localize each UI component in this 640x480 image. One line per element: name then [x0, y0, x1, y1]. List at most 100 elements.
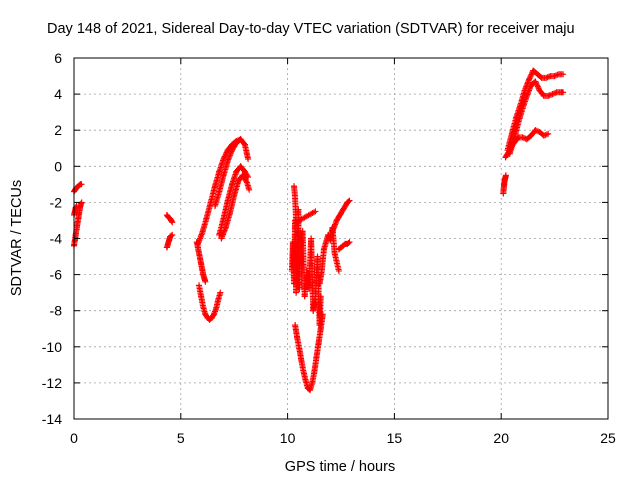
data-point: [333, 217, 340, 224]
y-tick-label: -12: [42, 375, 62, 391]
y-tick-label: 2: [54, 122, 62, 138]
data-point: [200, 271, 207, 278]
data-point: [523, 92, 530, 99]
data-point: [202, 311, 209, 318]
series-arc-20h: [500, 172, 509, 197]
data-point: [335, 213, 342, 220]
data-point: [536, 87, 543, 94]
data-point: [296, 345, 303, 352]
data-point: [316, 280, 323, 287]
data-point: [346, 197, 353, 204]
data-point: [244, 179, 250, 186]
data-point: [222, 224, 229, 231]
y-tick-label: -10: [42, 339, 62, 355]
data-point: [515, 120, 522, 126]
series-arc-11h-deep: [292, 311, 326, 394]
data-point: [73, 203, 80, 209]
data-point: [224, 197, 231, 204]
data-point: [534, 71, 541, 78]
data-point: [246, 186, 253, 193]
data-point: [500, 190, 507, 197]
data-point: [224, 157, 231, 164]
series-arc-4.5h-b: [163, 231, 176, 251]
data-point: [560, 89, 567, 96]
data-point: [292, 194, 299, 200]
y-tick-label: -4: [50, 231, 63, 247]
data-point: [320, 246, 327, 253]
data-point: [502, 172, 509, 179]
data-point: [331, 249, 338, 256]
data-point: [299, 228, 306, 235]
data-segment: [298, 358, 307, 374]
data-point: [196, 249, 202, 256]
data-point: [163, 244, 170, 251]
data-point: [292, 322, 299, 329]
data-point: [329, 228, 336, 235]
data-point: [325, 231, 332, 238]
data-point: [300, 369, 307, 376]
series-arc-21h-low: [502, 127, 552, 161]
data-point: [202, 278, 209, 285]
data-point: [523, 136, 530, 143]
data-point: [314, 253, 321, 260]
data-point: [502, 154, 509, 161]
data-point: [233, 139, 240, 146]
series-arc-7h-lower: [218, 172, 253, 242]
data-point: [342, 203, 349, 209]
series-arc-11.7h: [316, 224, 342, 287]
series-arc-12.8h: [335, 239, 353, 253]
data-point: [530, 67, 537, 74]
data-point: [309, 379, 316, 386]
data-point: [340, 206, 347, 213]
data-point: [226, 210, 233, 217]
data-point: [215, 296, 222, 303]
data-point: [536, 129, 543, 135]
data-point: [237, 163, 244, 170]
data-point: [318, 268, 325, 274]
data-segment: [196, 282, 204, 298]
x-tick-label: 25: [600, 430, 616, 446]
chart-title: Day 148 of 2021, Sidereal Day-to-day VTE…: [47, 21, 575, 37]
data-point: [166, 237, 173, 244]
series-arc-4.5h-a: [163, 212, 176, 226]
data-point: [549, 91, 556, 98]
data-point: [545, 130, 552, 137]
y-tick-label: -2: [50, 194, 63, 210]
data-point: [213, 305, 219, 312]
data-point: [296, 286, 303, 292]
y-tick-label: 0: [54, 158, 62, 174]
data-segment: [198, 293, 206, 309]
data-point: [289, 239, 296, 246]
data-point: [229, 181, 236, 188]
data-point: [560, 71, 567, 78]
data-point: [519, 105, 526, 112]
data-point: [312, 295, 319, 302]
data-point: [519, 134, 526, 141]
series-arc-12.5h: [329, 197, 353, 235]
data-point: [197, 255, 203, 262]
data-point: [168, 232, 175, 239]
y-axis-label: SDTVAR / TECUs: [9, 180, 25, 296]
series-arc-6h-dip: [196, 282, 224, 323]
data-point: [235, 177, 242, 184]
data-point: [216, 168, 223, 175]
data-point: [310, 307, 317, 314]
data-point: [229, 147, 236, 154]
data-point: [543, 74, 550, 81]
series-arc-10h-spread: [288, 206, 324, 329]
data-point: [194, 240, 201, 247]
data-point: [241, 141, 248, 148]
data-point: [333, 259, 340, 265]
series-arc-6h-drop: [193, 239, 209, 285]
data-point: [212, 203, 218, 209]
data-point: [76, 210, 83, 217]
x-tick-label: 0: [70, 430, 78, 446]
data-point: [297, 246, 304, 253]
data-point: [169, 219, 176, 226]
data-point: [216, 188, 223, 195]
data-point: [210, 311, 217, 318]
data-point: [74, 221, 81, 228]
data-point: [200, 304, 207, 311]
data-point: [218, 235, 225, 242]
series-arc-21h-top: [504, 67, 567, 154]
